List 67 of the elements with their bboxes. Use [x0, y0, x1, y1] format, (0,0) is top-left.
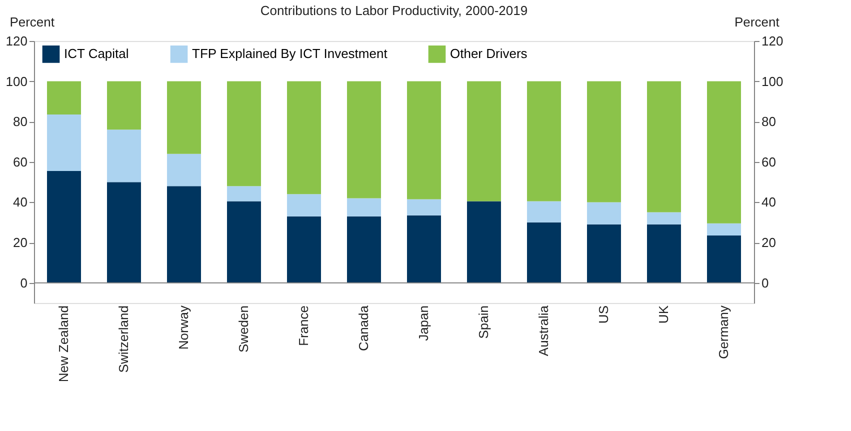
legend-label: ICT Capital: [64, 46, 129, 62]
bar: [707, 235, 741, 283]
y-tick-label: 120: [6, 34, 28, 48]
y-tick-label: 20: [13, 235, 28, 250]
y2-tick-label: 0: [762, 275, 769, 290]
x-tick-label: New Zealand: [56, 306, 71, 382]
bar: [347, 198, 381, 216]
x-tick-label: Australia: [536, 304, 551, 356]
bar: [647, 81, 681, 212]
bar: [407, 81, 441, 200]
bar: [47, 81, 81, 115]
y-axis-title: Percent: [10, 14, 55, 30]
y-tick-label: 40: [13, 194, 28, 210]
x-tick-label: Spain: [476, 306, 491, 339]
bar: [707, 223, 741, 236]
bar: [167, 186, 201, 283]
bar: [587, 81, 621, 202]
bar: [647, 224, 681, 283]
bar: [527, 201, 561, 222]
bar: [167, 81, 201, 154]
x-tick-label: France: [296, 306, 311, 346]
y-tick-label: 80: [13, 114, 28, 130]
bar: [347, 81, 381, 198]
bar: [707, 81, 741, 224]
bar: [587, 202, 621, 224]
y-tick-label: 0: [20, 275, 28, 290]
bar: [467, 81, 501, 202]
legend-label: TFP Explained By ICT Investment: [192, 46, 388, 62]
bar: [107, 81, 141, 130]
y-tick-label: 100: [6, 74, 28, 89]
y2-tick-label: 100: [762, 74, 784, 89]
bar: [47, 114, 81, 171]
bar: [407, 215, 441, 283]
x-tick-label: US: [596, 305, 611, 324]
bar: [287, 194, 321, 216]
y2-tick-label: 120: [762, 34, 784, 48]
x-tick-label: Canada: [356, 304, 371, 352]
bar: [527, 222, 561, 283]
bar: [167, 154, 201, 186]
y2-axis-title: Percent: [734, 14, 780, 30]
bar: [647, 212, 681, 224]
y2-tick-label: 80: [762, 114, 776, 130]
x-tick-label: Sweden: [236, 306, 251, 352]
bar: [107, 182, 141, 283]
legend-label: Other Drivers: [450, 46, 528, 62]
bar: [347, 216, 381, 283]
y-tick-label: 60: [13, 154, 28, 170]
y2-tick-label: 40: [762, 194, 776, 210]
bar: [407, 199, 441, 216]
bar: [527, 81, 561, 202]
bar: [107, 130, 141, 182]
bar: [47, 170, 81, 283]
x-tick-label: Germany: [716, 305, 731, 359]
bar: [227, 81, 261, 186]
y2-tick-label: 20: [762, 235, 776, 250]
x-tick-label: Norway: [176, 305, 191, 350]
bar: [287, 216, 321, 283]
bar: [227, 201, 261, 283]
x-tick-label: UK: [656, 305, 671, 324]
bar: [467, 201, 501, 283]
chart-title: Contributions to Labor Productivity, 2000-2019: [260, 3, 528, 18]
x-tick-label: Japan: [416, 306, 431, 341]
bar: [287, 81, 321, 194]
bar: [587, 224, 621, 283]
bar: [227, 186, 261, 202]
y2-tick-label: 60: [762, 154, 776, 170]
x-tick-label: Switzerland: [116, 306, 131, 373]
